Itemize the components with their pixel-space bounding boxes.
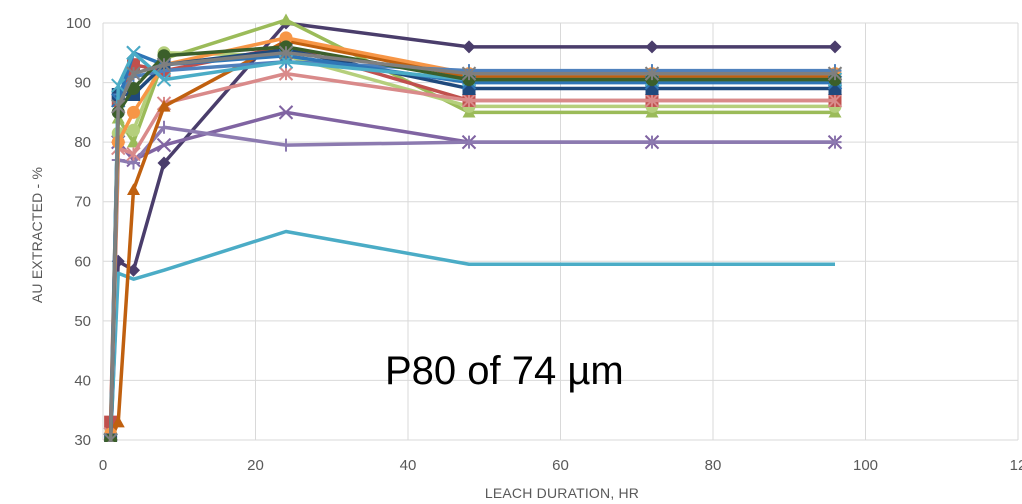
data-point [111, 415, 125, 428]
data-point [111, 78, 126, 93]
x-axis-title: LEACH DURATION, HR [485, 485, 639, 501]
data-point [278, 105, 294, 120]
y-tick-label: 80 [74, 134, 91, 151]
x-tick-label: 100 [853, 457, 878, 474]
chart-tick-labels: 30 40 50 60 70 80 90 100 0 20 40 60 80 100 12 [66, 15, 1022, 474]
data-point [828, 135, 842, 149]
data-point [126, 146, 141, 162]
data-point [644, 93, 660, 108]
data-point [461, 66, 477, 81]
series-1 [108, 229, 835, 441]
x-tick-label: 0 [99, 457, 107, 474]
data-point [127, 135, 140, 148]
data-point [127, 82, 140, 96]
y-tick-label: 70 [74, 194, 91, 211]
series-3 [104, 120, 842, 442]
data-point [111, 99, 126, 114]
data-point [278, 45, 294, 60]
series-line [109, 39, 835, 441]
y-tick-label: 60 [74, 253, 91, 270]
x-tick-label: 40 [400, 457, 417, 474]
data-point [827, 93, 843, 108]
chart-series-layer [103, 13, 843, 442]
y-tick-label: 40 [74, 372, 91, 389]
data-point [645, 40, 659, 54]
data-point [156, 57, 172, 72]
data-point [157, 49, 171, 63]
data-point [126, 45, 141, 60]
y-tick-label: 30 [74, 432, 91, 449]
data-point [157, 120, 171, 134]
series-15 [103, 45, 843, 442]
data-point [127, 183, 140, 195]
x-tick-label: 20 [247, 457, 264, 474]
data-point [462, 135, 476, 149]
y-axis-title: AU EXTRACTED - % [29, 167, 45, 303]
data-point [278, 66, 294, 81]
data-point [157, 99, 171, 112]
data-point [462, 40, 476, 54]
data-point [828, 40, 842, 54]
data-point [103, 432, 118, 442]
data-point [127, 263, 140, 277]
data-point [127, 105, 140, 119]
series-2 [103, 105, 843, 442]
x-tick-label: 60 [552, 457, 569, 474]
data-point [279, 31, 293, 45]
data-point [156, 72, 172, 87]
y-tick-label: 100 [66, 15, 91, 32]
data-point [126, 66, 141, 81]
x-tick-label: 80 [705, 457, 722, 474]
data-point [279, 138, 293, 152]
x-tick-label: 12 [1010, 457, 1022, 474]
data-point [827, 66, 843, 81]
data-point [461, 93, 477, 108]
data-point [279, 13, 293, 26]
y-tick-label: 50 [74, 313, 91, 330]
series-line [108, 229, 835, 441]
data-point [644, 66, 660, 81]
data-point [645, 135, 659, 149]
chart-annotation: P80 of 74 µm [385, 349, 624, 393]
series-line [108, 125, 835, 441]
series-line [108, 51, 835, 441]
data-point [157, 156, 171, 170]
series-line [108, 71, 835, 435]
y-tick-label: 90 [74, 75, 91, 92]
data-point [156, 137, 172, 153]
data-point [127, 123, 140, 137]
